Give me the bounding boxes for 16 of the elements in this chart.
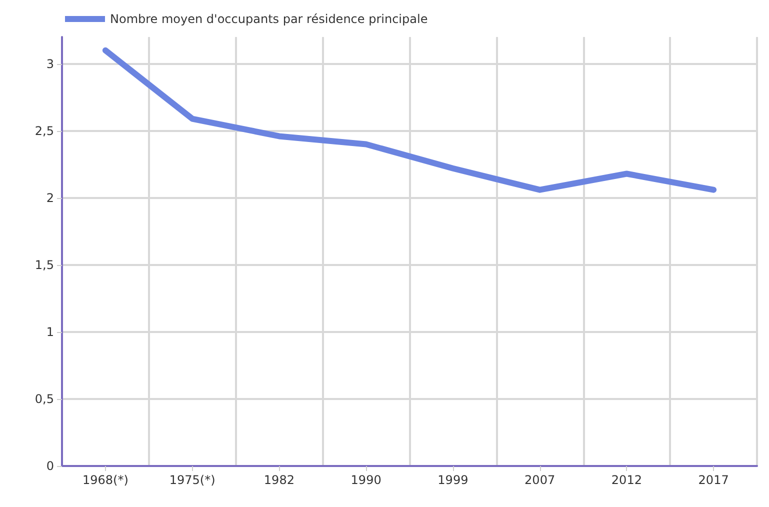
y-tick-label: 3 (46, 56, 54, 71)
x-tick-label: 1968(*) (82, 473, 128, 487)
legend-label: Nombre moyen d'occupants par résidence principale (110, 12, 428, 26)
x-tick-label: 2007 (524, 473, 556, 487)
x-tick-label: 2012 (611, 473, 642, 487)
y-tick-label: 1,5 (34, 258, 54, 272)
y-tick-label: 2,5 (34, 124, 54, 138)
x-tick-label: 1982 (264, 473, 294, 487)
x-tick-label: 1990 (350, 473, 382, 487)
y-tick-label: 0 (46, 459, 54, 473)
x-tick-label: 1975(*) (169, 473, 216, 487)
y-tick-label: 2 (46, 190, 54, 205)
x-tick-label: 2017 (698, 473, 729, 487)
x-tick-label: 1999 (438, 473, 468, 487)
y-tick-label: 1 (46, 324, 54, 339)
y-tick-label: 0,5 (34, 392, 54, 406)
